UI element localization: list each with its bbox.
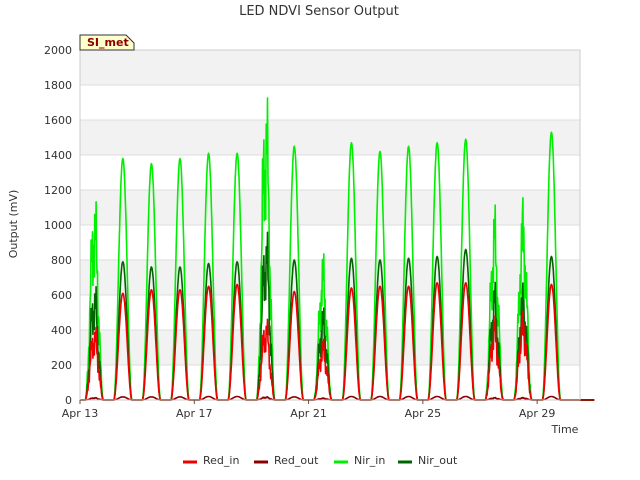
x-tick-label: Apr 25 (405, 407, 442, 420)
legend-item: Red_out (254, 454, 319, 467)
plot-band (80, 190, 580, 225)
x-ticks: Apr 13 Apr 17 Apr 21 Apr 25 Apr 29 (62, 400, 556, 420)
plot-band (80, 225, 580, 260)
x-axis-label: Time (551, 423, 579, 436)
x-tick-label: Apr 13 (62, 407, 99, 420)
y-tick-label: 2000 (44, 44, 72, 57)
y-tick-label: 200 (51, 359, 72, 372)
plot-band (80, 155, 580, 190)
y-tick-label: 600 (51, 289, 72, 302)
y-ticks: 0 200 400 600 800 1000 1200 1400 1600 1800 2000 (44, 44, 72, 407)
y-tick-label: 1600 (44, 114, 72, 127)
plot-band (80, 85, 580, 120)
x-tick-label: Apr 21 (290, 407, 327, 420)
axes (79, 49, 581, 401)
site-badge: SI_met (79, 34, 135, 51)
site-badge-box (79, 34, 135, 51)
y-tick-label: 1400 (44, 149, 72, 162)
y-tick-label: 1800 (44, 79, 72, 92)
site-badge-label: SI_met (87, 36, 129, 49)
legend-label: Red_in (203, 454, 239, 467)
legend-label: Red_out (274, 454, 319, 467)
legend-item: Nir_out (398, 454, 458, 467)
plot-band (80, 120, 580, 155)
plot-band (80, 50, 580, 85)
legend-label: Nir_in (354, 454, 385, 467)
y-tick-label: 400 (51, 324, 72, 337)
legend: Red_in Red_out Nir_in Nir_out (183, 454, 458, 467)
legend-label: Nir_out (418, 454, 458, 467)
y-tick-label: 800 (51, 254, 72, 267)
y-tick-label: 1200 (44, 184, 72, 197)
chart-title: LED NDVI Sensor Output (239, 4, 399, 19)
x-tick-label: Apr 17 (176, 407, 213, 420)
legend-item: Nir_in (334, 454, 385, 467)
y-tick-label: 0 (65, 394, 72, 407)
x-tick-label: Apr 29 (519, 407, 556, 420)
y-axis-label: Output (mV) (7, 190, 20, 259)
plot-border (79, 49, 581, 401)
y-tick-label: 1000 (44, 219, 72, 232)
legend-item: Red_in (183, 454, 239, 467)
